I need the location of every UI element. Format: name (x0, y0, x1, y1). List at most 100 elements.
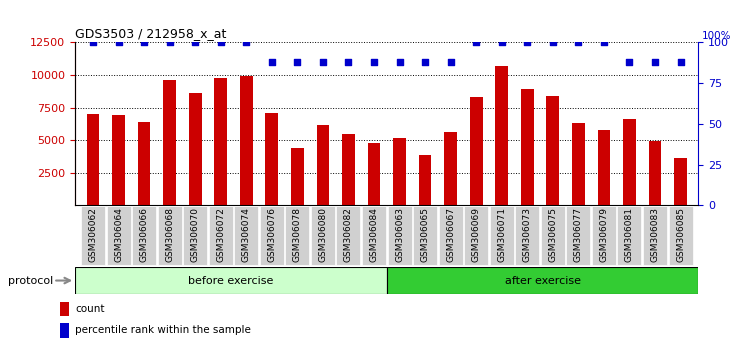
FancyBboxPatch shape (107, 206, 131, 265)
Text: GSM306082: GSM306082 (344, 207, 353, 262)
Text: GSM306072: GSM306072 (216, 207, 225, 262)
FancyBboxPatch shape (311, 206, 335, 265)
Point (215, 40, 227, 45)
Point (649, 59, 661, 65)
Text: count: count (75, 304, 104, 314)
Point (598, 40, 610, 45)
Bar (137, 122, 150, 205)
Point (623, 59, 635, 65)
Bar (419, 155, 432, 205)
Point (547, 40, 559, 45)
FancyBboxPatch shape (464, 206, 488, 265)
Bar (521, 89, 534, 205)
Bar (163, 80, 176, 205)
Text: GSM306078: GSM306078 (293, 207, 302, 262)
FancyBboxPatch shape (541, 206, 565, 265)
Text: protocol: protocol (8, 275, 53, 286)
Text: GSM306076: GSM306076 (267, 207, 276, 262)
FancyBboxPatch shape (285, 206, 309, 265)
Bar (598, 130, 611, 205)
Text: GSM306063: GSM306063 (395, 207, 404, 262)
Text: GSM306064: GSM306064 (114, 207, 123, 262)
FancyBboxPatch shape (336, 206, 360, 265)
Bar (265, 114, 278, 205)
Point (572, 40, 584, 45)
Text: GSM306067: GSM306067 (446, 207, 455, 262)
FancyBboxPatch shape (387, 267, 698, 294)
FancyBboxPatch shape (515, 206, 539, 265)
Bar (112, 115, 125, 205)
Text: GSM306083: GSM306083 (650, 207, 659, 262)
Bar (496, 66, 508, 205)
Bar (214, 78, 227, 205)
Point (419, 59, 431, 65)
Bar (189, 93, 201, 205)
Text: GSM306066: GSM306066 (140, 207, 149, 262)
Text: GSM306077: GSM306077 (574, 207, 583, 262)
FancyBboxPatch shape (617, 206, 641, 265)
Bar (60, 302, 70, 316)
Text: GSM306073: GSM306073 (523, 207, 532, 262)
FancyBboxPatch shape (439, 206, 463, 265)
Text: GSM306085: GSM306085 (676, 207, 685, 262)
Text: GSM306069: GSM306069 (472, 207, 481, 262)
FancyBboxPatch shape (490, 206, 514, 265)
FancyBboxPatch shape (183, 206, 207, 265)
Text: after exercise: after exercise (505, 275, 581, 286)
Bar (623, 119, 636, 205)
Point (521, 40, 533, 45)
Point (164, 40, 176, 45)
Bar (470, 97, 483, 205)
Text: GSM306081: GSM306081 (625, 207, 634, 262)
Text: GSM306075: GSM306075 (548, 207, 557, 262)
Bar (367, 143, 380, 205)
FancyBboxPatch shape (566, 206, 590, 265)
Point (87, 40, 99, 45)
Point (368, 59, 380, 65)
Text: GSM306065: GSM306065 (421, 207, 430, 262)
Point (496, 40, 508, 45)
Point (470, 40, 482, 45)
Point (189, 40, 201, 45)
FancyBboxPatch shape (81, 206, 105, 265)
Text: GSM306084: GSM306084 (369, 207, 379, 262)
FancyBboxPatch shape (643, 206, 667, 265)
Point (445, 59, 457, 65)
Bar (445, 132, 457, 205)
FancyBboxPatch shape (592, 206, 616, 265)
Bar (291, 148, 303, 205)
Text: GSM306074: GSM306074 (242, 207, 251, 262)
Bar (316, 125, 329, 205)
Point (138, 40, 150, 45)
FancyBboxPatch shape (158, 206, 182, 265)
Text: GSM306080: GSM306080 (318, 207, 327, 262)
Text: GSM306070: GSM306070 (191, 207, 200, 262)
Bar (649, 142, 662, 205)
Text: GSM306062: GSM306062 (89, 207, 98, 262)
Text: GDS3503 / 212958_x_at: GDS3503 / 212958_x_at (75, 27, 227, 40)
FancyBboxPatch shape (75, 267, 387, 294)
Bar (394, 138, 406, 205)
Text: before exercise: before exercise (189, 275, 273, 286)
FancyBboxPatch shape (132, 206, 156, 265)
Text: GSM306068: GSM306068 (165, 207, 174, 262)
FancyBboxPatch shape (388, 206, 412, 265)
FancyBboxPatch shape (413, 206, 437, 265)
Bar (86, 114, 99, 205)
Bar (240, 76, 252, 205)
Bar (60, 323, 70, 338)
Text: GSM306079: GSM306079 (599, 207, 608, 262)
Bar (572, 123, 585, 205)
FancyBboxPatch shape (362, 206, 386, 265)
Bar (342, 134, 354, 205)
FancyBboxPatch shape (209, 206, 233, 265)
Bar (674, 159, 687, 205)
Text: 100%: 100% (702, 31, 731, 41)
Point (113, 40, 125, 45)
Bar (547, 96, 559, 205)
FancyBboxPatch shape (668, 206, 692, 265)
Point (266, 59, 278, 65)
Point (317, 59, 329, 65)
Point (342, 59, 354, 65)
Text: percentile rank within the sample: percentile rank within the sample (75, 325, 251, 336)
